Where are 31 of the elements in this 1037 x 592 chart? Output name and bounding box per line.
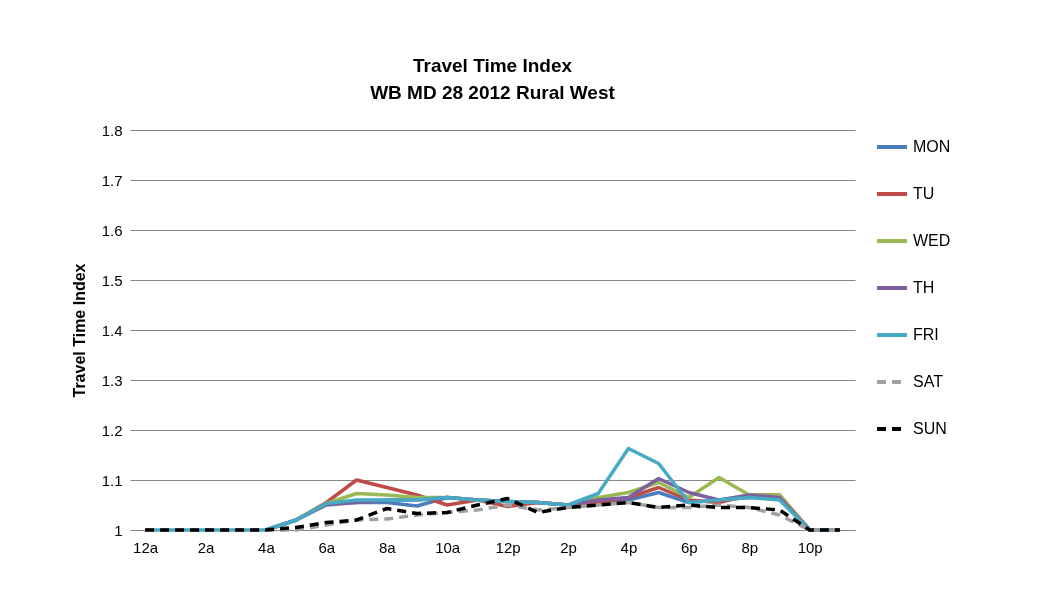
- x-tick-label: 4a: [258, 538, 276, 556]
- x-tick-label: 8a: [378, 538, 397, 556]
- y-tick-label: 1.3: [101, 371, 123, 389]
- legend-label: MON: [913, 138, 951, 155]
- y-tick-label: 1.4: [101, 321, 123, 339]
- chart-title: Travel Time Index: [412, 55, 573, 76]
- x-tick-label: 12a: [133, 538, 159, 556]
- x-tick-label: 12p: [495, 538, 521, 556]
- legend-label: FRI: [913, 326, 939, 343]
- y-tick-label: 1.2: [101, 421, 123, 439]
- y-tick-label: 1.6: [101, 221, 123, 239]
- legend-label: SUN: [913, 420, 947, 437]
- legend-label: TH: [913, 279, 935, 296]
- x-tick-label: 2p: [560, 538, 577, 556]
- chart-subtitle: WB MD 28 2012 Rural West: [370, 82, 616, 103]
- x-tick-label: 8p: [741, 538, 759, 556]
- y-tick-label: 1.7: [101, 171, 123, 189]
- y-tick-label: 1.5: [101, 271, 123, 289]
- legend-label: TU: [913, 185, 935, 202]
- x-tick-label: 2a: [197, 538, 216, 556]
- y-axis-title: Travel Time Index: [70, 263, 88, 398]
- legend-label: WED: [913, 232, 951, 249]
- y-tick-label: 1.8: [101, 121, 123, 139]
- x-tick-label: 10p: [797, 538, 823, 556]
- x-tick-label: 10a: [435, 538, 461, 556]
- y-tick-label: 1: [114, 521, 123, 539]
- x-tick-label: 4p: [620, 538, 638, 556]
- x-tick-label: 6p: [681, 538, 698, 556]
- x-tick-label: 6a: [318, 538, 336, 556]
- legend-label: SAT: [913, 373, 944, 390]
- y-tick-label: 1.1: [101, 471, 123, 489]
